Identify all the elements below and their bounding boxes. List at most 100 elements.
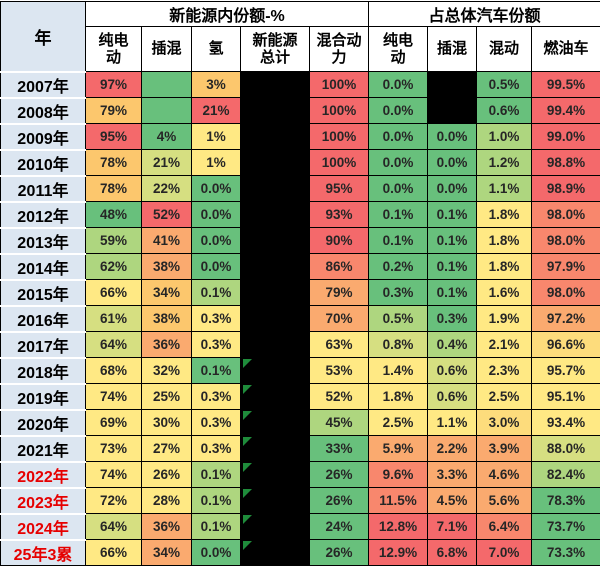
- cell-phev-of-total: 0.0%: [428, 176, 477, 202]
- year-label: 2017年: [1, 332, 86, 358]
- cell-h2-in-nev: 1%: [192, 124, 241, 150]
- cell-nev-total: [241, 332, 310, 358]
- cell-hev-share: 79%: [310, 280, 369, 306]
- cell-ice-of-total: 95.7%: [532, 358, 600, 384]
- cell-phev-of-total: 0.6%: [428, 358, 477, 384]
- cell-phev-in-nev: 34%: [142, 540, 192, 566]
- cell-nev-total: [241, 384, 310, 410]
- cell-hv-of-total: 2.5%: [477, 384, 532, 410]
- cell-phev-of-total: 0.1%: [428, 202, 477, 228]
- cell-phev-of-total: 7.1%: [428, 514, 477, 540]
- cell-bev-of-total: 0.0%: [369, 124, 428, 150]
- cell-nev-total: [241, 98, 310, 124]
- cell-h2-in-nev: 0.3%: [192, 332, 241, 358]
- cell-nev-total: [241, 228, 310, 254]
- green-flag-triangle-icon: [243, 385, 252, 394]
- cell-phev-in-nev: 28%: [142, 488, 192, 514]
- cell-ice-of-total: 73.7%: [532, 514, 600, 540]
- cell-hv-of-total: 1.0%: [477, 124, 532, 150]
- cell-hev-share: 95%: [310, 176, 369, 202]
- cell-hv-of-total: 3.9%: [477, 436, 532, 462]
- cell-nev-total: [241, 124, 310, 150]
- cell-nev-total: [241, 176, 310, 202]
- green-flag-triangle-icon: [243, 411, 252, 420]
- col-header-hev-share: 混合动 力: [310, 27, 369, 72]
- year-label: 2020年: [1, 410, 86, 436]
- cell-hev-share: 100%: [310, 150, 369, 176]
- cell-bev-of-total: 0.1%: [369, 228, 428, 254]
- group-header-share-of-total-autos: 占总体汽车份额: [369, 2, 600, 27]
- cell-bev-of-total: 0.0%: [369, 150, 428, 176]
- cell-hv-of-total: 1.2%: [477, 150, 532, 176]
- cell-bev-of-total: 0.3%: [369, 280, 428, 306]
- cell-ice-of-total: 98.0%: [532, 202, 600, 228]
- col-header-phev-in-nev: 插混: [142, 27, 192, 72]
- cell-bev-in-nev: 68%: [86, 358, 142, 384]
- cell-bev-in-nev: 59%: [86, 228, 142, 254]
- cell-ice-of-total: 98.0%: [532, 228, 600, 254]
- cell-phev-of-total: 0.0%: [428, 124, 477, 150]
- column-header-row: 纯电 动插混氢新能源 总计混合动 力纯电 动插混混动燃油车: [1, 27, 600, 72]
- year-label: 2014年: [1, 254, 86, 280]
- cell-bev-of-total: 0.8%: [369, 332, 428, 358]
- cell-phev-in-nev: 38%: [142, 306, 192, 332]
- year-label: 2009年: [1, 124, 86, 150]
- green-flag-triangle-icon: [243, 437, 252, 446]
- year-label: 2007年: [1, 72, 86, 98]
- cell-h2-in-nev: 0.1%: [192, 514, 241, 540]
- cell-bev-in-nev: 64%: [86, 514, 142, 540]
- cell-phev-in-nev: 36%: [142, 514, 192, 540]
- col-header-phev-of-total: 插混: [428, 27, 477, 72]
- cell-hev-share: 52%: [310, 384, 369, 410]
- cell-ice-of-total: 97.9%: [532, 254, 600, 280]
- cell-nev-total: [241, 436, 310, 462]
- year-label: 2024年: [1, 514, 86, 540]
- cell-h2-in-nev: 0.1%: [192, 462, 241, 488]
- cell-hv-of-total: 1.1%: [477, 176, 532, 202]
- cell-phev-in-nev: 25%: [142, 384, 192, 410]
- cell-nev-total: [241, 150, 310, 176]
- cell-nev-total: [241, 72, 310, 98]
- cell-nev-total: [241, 462, 310, 488]
- cell-phev-in-nev: 32%: [142, 358, 192, 384]
- cell-nev-total: [241, 488, 310, 514]
- year-label: 2023年: [1, 488, 86, 514]
- cell-ice-of-total: 93.4%: [532, 410, 600, 436]
- cell-phev-of-total: 0.1%: [428, 254, 477, 280]
- table-header: 年 新能源内份额-% 占总体汽车份额 纯电 动插混氢新能源 总计混合动 力纯电 …: [1, 2, 600, 72]
- cell-hev-share: 24%: [310, 514, 369, 540]
- cell-h2-in-nev: 0.0%: [192, 228, 241, 254]
- cell-phev-in-nev: 34%: [142, 280, 192, 306]
- cell-phev-of-total: 0.1%: [428, 280, 477, 306]
- cell-phev-of-total: 2.2%: [428, 436, 477, 462]
- cell-phev-of-total: 0.3%: [428, 306, 477, 332]
- col-header-ice-of-total: 燃油车: [532, 27, 600, 72]
- col-header-h2-in-nev: 氢: [192, 27, 241, 72]
- year-label: 2016年: [1, 306, 86, 332]
- cell-nev-total: [241, 358, 310, 384]
- cell-nev-total: [241, 254, 310, 280]
- cell-phev-in-nev: 27%: [142, 436, 192, 462]
- cell-ice-of-total: 78.3%: [532, 488, 600, 514]
- col-header-bev-of-total: 纯电 动: [369, 27, 428, 72]
- cell-bev-in-nev: 95%: [86, 124, 142, 150]
- cell-hv-of-total: 0.5%: [477, 72, 532, 98]
- cell-ice-of-total: 98.0%: [532, 280, 600, 306]
- cell-phev-in-nev: 38%: [142, 254, 192, 280]
- cell-phev-in-nev: [142, 98, 192, 124]
- cell-bev-in-nev: 74%: [86, 384, 142, 410]
- cell-phev-of-total: [428, 98, 477, 124]
- cell-ice-of-total: 99.0%: [532, 124, 600, 150]
- cell-ice-of-total: 96.6%: [532, 332, 600, 358]
- cell-bev-of-total: 2.5%: [369, 410, 428, 436]
- col-header-hv-of-total: 混动: [477, 27, 532, 72]
- cell-bev-of-total: 0.5%: [369, 306, 428, 332]
